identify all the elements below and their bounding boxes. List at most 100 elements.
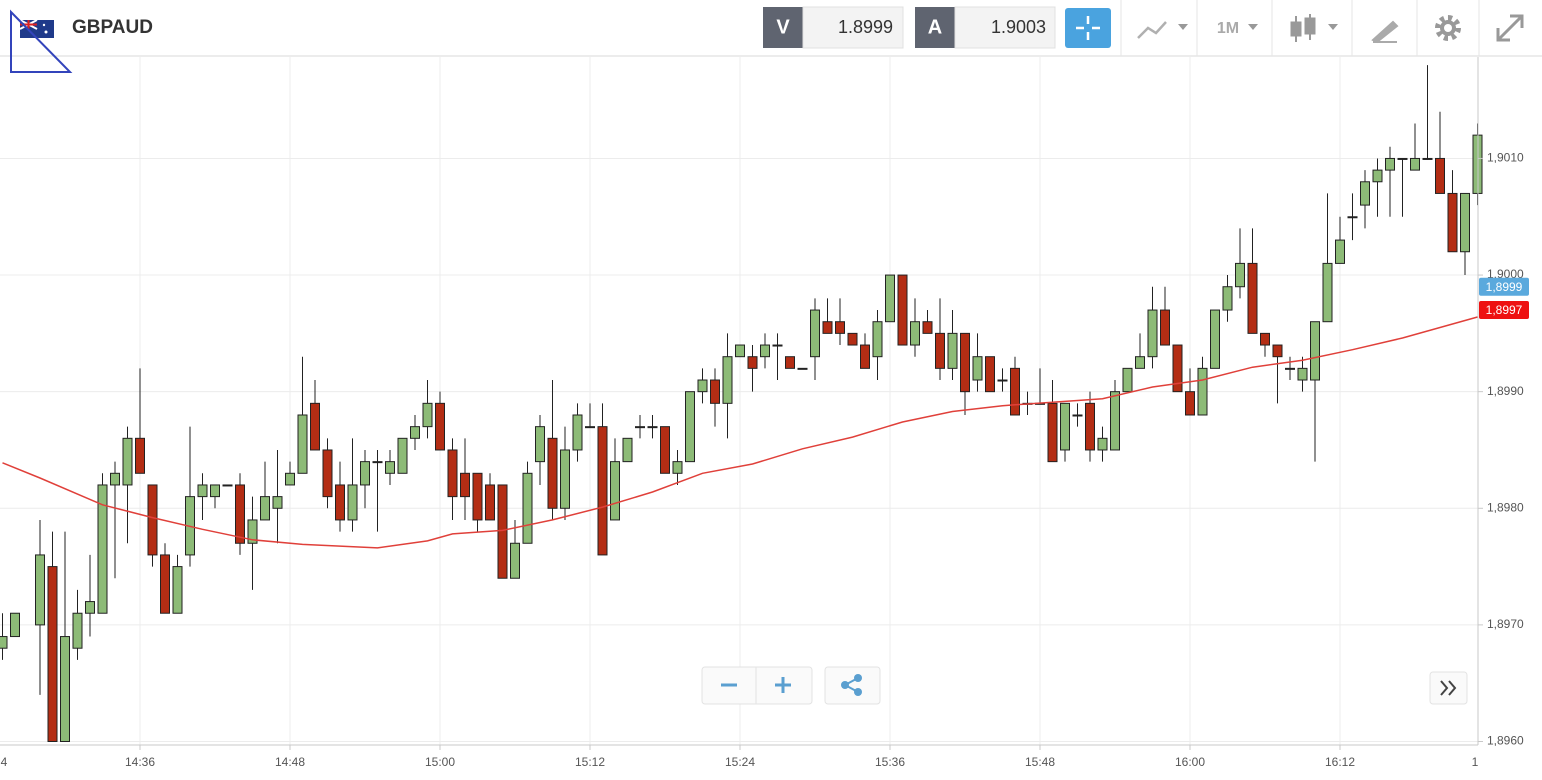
x-tick-label: 14:48 bbox=[275, 755, 305, 769]
candle-body bbox=[935, 332, 945, 369]
candle-body bbox=[885, 274, 895, 323]
zoom-box bbox=[701, 666, 813, 705]
y-tick-label: 1,8980 bbox=[1487, 500, 1524, 514]
flag-icon bbox=[19, 19, 54, 38]
candle-body bbox=[1110, 391, 1120, 451]
candle-body bbox=[1335, 239, 1345, 264]
bid-button[interactable]: V 1.8999 bbox=[763, 6, 904, 49]
candle-body bbox=[297, 414, 308, 474]
crosshair-button[interactable] bbox=[1065, 8, 1111, 48]
x-tick-label: 15:36 bbox=[875, 755, 905, 769]
candle-body bbox=[522, 472, 533, 544]
candle-body bbox=[510, 542, 520, 579]
candle-body bbox=[397, 437, 408, 474]
candle-body bbox=[160, 554, 170, 614]
x-tick-label: 16:12 bbox=[1325, 755, 1355, 769]
candle-body bbox=[122, 437, 133, 486]
candle-body bbox=[1260, 332, 1270, 346]
drawing-button[interactable] bbox=[1371, 20, 1399, 44]
x-tick-label: 14:36 bbox=[125, 755, 155, 769]
candle-body bbox=[360, 461, 370, 486]
ask-button[interactable]: A 1.9003 bbox=[915, 6, 1056, 49]
ask-value-box bbox=[954, 6, 1056, 49]
plot-area bbox=[0, 65, 1483, 743]
candle-body bbox=[1010, 367, 1020, 416]
x-tick-label: 1 bbox=[1472, 755, 1479, 769]
x-tick-label: 16:00 bbox=[1175, 755, 1205, 769]
candle-body bbox=[1172, 344, 1183, 393]
candle-body bbox=[172, 566, 183, 614]
candle-body bbox=[1135, 356, 1145, 369]
y-tick-label: 1,8990 bbox=[1487, 384, 1524, 398]
separators bbox=[1120, 0, 1480, 56]
candle-body bbox=[1297, 367, 1308, 381]
candle-style-button[interactable] bbox=[1290, 14, 1338, 42]
candle-body bbox=[1347, 216, 1358, 219]
candle-body bbox=[497, 484, 508, 579]
timeframe-button[interactable]: 1M bbox=[1217, 20, 1258, 37]
chart-type-button[interactable] bbox=[1137, 21, 1188, 39]
candle-body bbox=[1372, 169, 1383, 183]
candle-body bbox=[997, 379, 1008, 382]
candle-body bbox=[872, 321, 883, 358]
y-tick-label: 1,8970 bbox=[1487, 617, 1524, 631]
candle-body bbox=[735, 344, 745, 358]
candle-body bbox=[597, 426, 608, 556]
candle-body bbox=[385, 461, 395, 474]
candle-body bbox=[310, 402, 320, 451]
candle-body bbox=[110, 472, 120, 486]
candle-body bbox=[1385, 157, 1395, 171]
candle-body bbox=[422, 402, 433, 428]
fullscreen-button[interactable] bbox=[1496, 14, 1524, 42]
candle-body bbox=[1235, 262, 1245, 288]
corner-marker bbox=[10, 9, 73, 73]
candle-body bbox=[610, 461, 620, 521]
x-tick-label: 15:00 bbox=[425, 755, 455, 769]
candle-body bbox=[285, 472, 295, 486]
candle-body bbox=[822, 321, 833, 334]
candle-body bbox=[0, 636, 8, 649]
candle-body bbox=[622, 437, 633, 463]
candle-body bbox=[10, 612, 20, 638]
ask-value: 1.9003 bbox=[991, 17, 1046, 37]
candle-body bbox=[472, 472, 483, 521]
candle-body bbox=[710, 379, 720, 404]
candle-body bbox=[47, 566, 58, 743]
candle-body bbox=[697, 379, 708, 393]
candle-body bbox=[972, 356, 983, 381]
candle-body bbox=[547, 437, 558, 509]
candle-body bbox=[372, 461, 383, 464]
candle-body bbox=[572, 414, 583, 451]
scroll-end-button[interactable] bbox=[1429, 671, 1468, 705]
candle-body bbox=[197, 484, 208, 498]
candle-body bbox=[772, 344, 783, 347]
candle-body bbox=[97, 484, 108, 614]
y-tick-label: 1,8960 bbox=[1487, 734, 1524, 748]
bid-value: 1.8999 bbox=[838, 17, 893, 37]
candle-body bbox=[797, 367, 808, 370]
candle-body bbox=[897, 274, 908, 346]
bid-value-box bbox=[802, 6, 904, 49]
share-button[interactable] bbox=[824, 666, 881, 705]
candle-body bbox=[135, 437, 145, 474]
y-tick-label: 1,9010 bbox=[1487, 151, 1524, 165]
candle-body bbox=[785, 356, 795, 369]
candle-body bbox=[1272, 344, 1283, 358]
x-tick-label: 15:24 bbox=[725, 755, 755, 769]
zoom-in-button[interactable] bbox=[775, 677, 791, 693]
candle-body bbox=[72, 612, 83, 649]
candle-body bbox=[1322, 262, 1333, 323]
candle-body bbox=[272, 496, 283, 509]
settings-button[interactable] bbox=[1435, 15, 1461, 41]
zoom-controls bbox=[701, 666, 813, 705]
candle-body bbox=[985, 356, 995, 393]
candle-body bbox=[922, 321, 933, 334]
candle-body bbox=[347, 484, 358, 521]
candle-body bbox=[147, 484, 158, 556]
ask-label: A bbox=[928, 16, 942, 38]
candle-body bbox=[860, 344, 870, 369]
candle-body bbox=[1147, 309, 1158, 358]
candle-body bbox=[247, 519, 258, 544]
price-tag bbox=[1479, 301, 1529, 320]
